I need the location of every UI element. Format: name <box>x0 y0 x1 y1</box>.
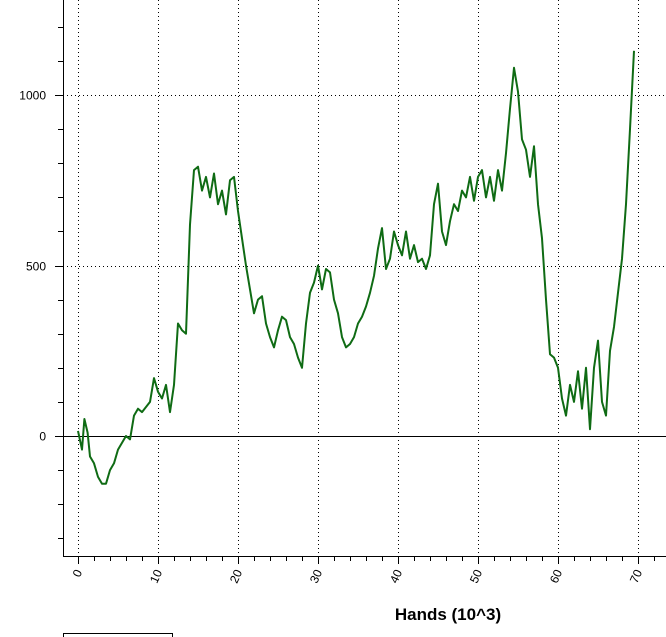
y-tick-label: 500 <box>26 260 46 274</box>
x-tick-label: 50 <box>467 567 485 585</box>
y-tick-label: 1000 <box>19 89 46 103</box>
x-tick-label: 60 <box>547 567 565 585</box>
x-tick-label: 40 <box>387 567 405 585</box>
x-tick-label: 30 <box>307 567 325 585</box>
legend-box <box>63 633 173 637</box>
x-tick-label: 10 <box>147 567 165 585</box>
y-tick-label: 0 <box>39 430 46 444</box>
x-axis-label: Hands (10^3) <box>395 605 501 624</box>
x-tick-label: 20 <box>227 567 245 585</box>
x-tick-label: 0 <box>70 567 86 579</box>
x-tick-label: 70 <box>627 567 645 585</box>
data-line <box>77 50 635 485</box>
